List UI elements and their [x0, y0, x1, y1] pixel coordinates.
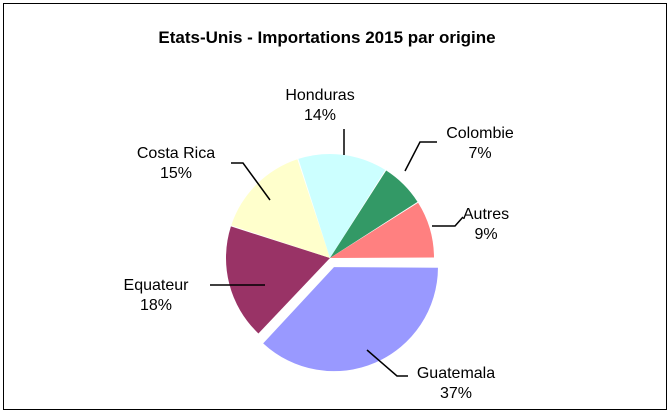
slice-percent-equateur: 18% — [140, 297, 172, 314]
pie-slice-colombie — [330, 170, 418, 258]
slice-label-honduras: Honduras — [285, 87, 354, 104]
pie-slice-honduras — [298, 153, 386, 258]
pie-slice-autres — [330, 202, 434, 258]
slice-percent-costa-rica: 15% — [160, 165, 192, 182]
pie-slice-guatemala — [263, 267, 438, 372]
pie-slices — [226, 153, 438, 372]
slice-label-equateur: Equateur — [124, 277, 190, 294]
leader-line-guatemala — [366, 349, 408, 377]
chart-title: Etats-Unis - Importations 2015 par origi… — [158, 28, 495, 47]
leader-line-colombie — [404, 141, 437, 172]
slice-percent-colombie: 7% — [468, 145, 491, 162]
leader-line-costa-rica — [231, 162, 271, 201]
slice-percent-guatemala: 37% — [440, 385, 472, 402]
slice-percent-autres: 9% — [474, 226, 497, 243]
leader-lines — [210, 129, 464, 377]
slice-percent-honduras: 14% — [304, 107, 336, 124]
pie-slice-costa-rica — [231, 159, 330, 258]
slice-label-colombie: Colombie — [446, 125, 514, 142]
slice-label-costa-rica: Costa Rica — [137, 145, 215, 162]
slice-labels: Guatemala 37% Equateur 18% Costa Rica 15% Hond… — [124, 87, 514, 402]
slice-label-autres: Autres — [463, 206, 509, 223]
leader-line-autres — [432, 216, 464, 227]
pie-slice-equateur — [226, 226, 330, 334]
slice-label-guatemala: Guatemala — [417, 365, 495, 382]
